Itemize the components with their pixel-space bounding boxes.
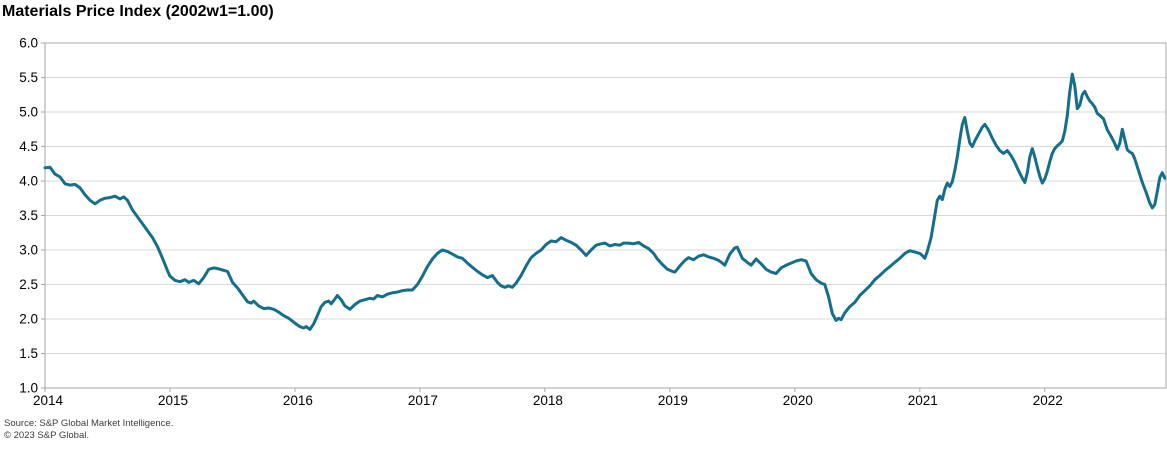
x-tick-label: 2017 — [408, 393, 438, 408]
y-axis-ticks — [41, 42, 45, 389]
y-tick-label: 5.5 — [19, 70, 38, 85]
copyright-note: © 2023 S&P Global. — [4, 430, 89, 441]
y-axis-labels: 1.0 1.5 2.0 2.5 3.0 3.5 4.0 4.5 5.0 5.5 6.0 — [19, 36, 38, 396]
y-tick-label: 3.5 — [19, 208, 38, 223]
y-tick-label: 1.5 — [19, 346, 38, 361]
x-axis-ticks — [44, 388, 1046, 392]
x-tick-label: 2018 — [533, 393, 563, 408]
chart-footnotes: Source: S&P Global Market Intelligence. … — [4, 418, 173, 442]
y-tick-label: 2.5 — [19, 277, 38, 292]
x-tick-label: 2021 — [908, 393, 938, 408]
x-tick-label: 2019 — [658, 393, 688, 408]
source-note: Source: S&P Global Market Intelligence. — [4, 418, 174, 429]
x-tick-label: 2014 — [33, 393, 64, 408]
y-tick-label: 2.0 — [19, 312, 38, 327]
y-tick-label: 4.5 — [19, 139, 38, 154]
x-tick-label: 2022 — [1033, 393, 1063, 408]
x-tick-label: 2020 — [783, 393, 813, 408]
y-tick-label: 5.0 — [19, 105, 38, 120]
y-tick-label: 6.0 — [19, 36, 38, 51]
x-tick-label: 2015 — [158, 393, 188, 408]
x-tick-label: 2016 — [283, 393, 313, 408]
price-index-line — [43, 72, 1167, 331]
y-gridlines — [45, 77, 1166, 354]
y-tick-label: 1.0 — [19, 381, 38, 396]
chart-title: Materials Price Index (2002w1=1.00) — [2, 3, 274, 20]
y-tick-label: 4.0 — [19, 174, 38, 189]
x-axis-labels: 2014 2015 2016 2017 2018 2019 2020 2021 2022 — [33, 393, 1063, 408]
y-tick-label: 3.0 — [19, 243, 38, 258]
